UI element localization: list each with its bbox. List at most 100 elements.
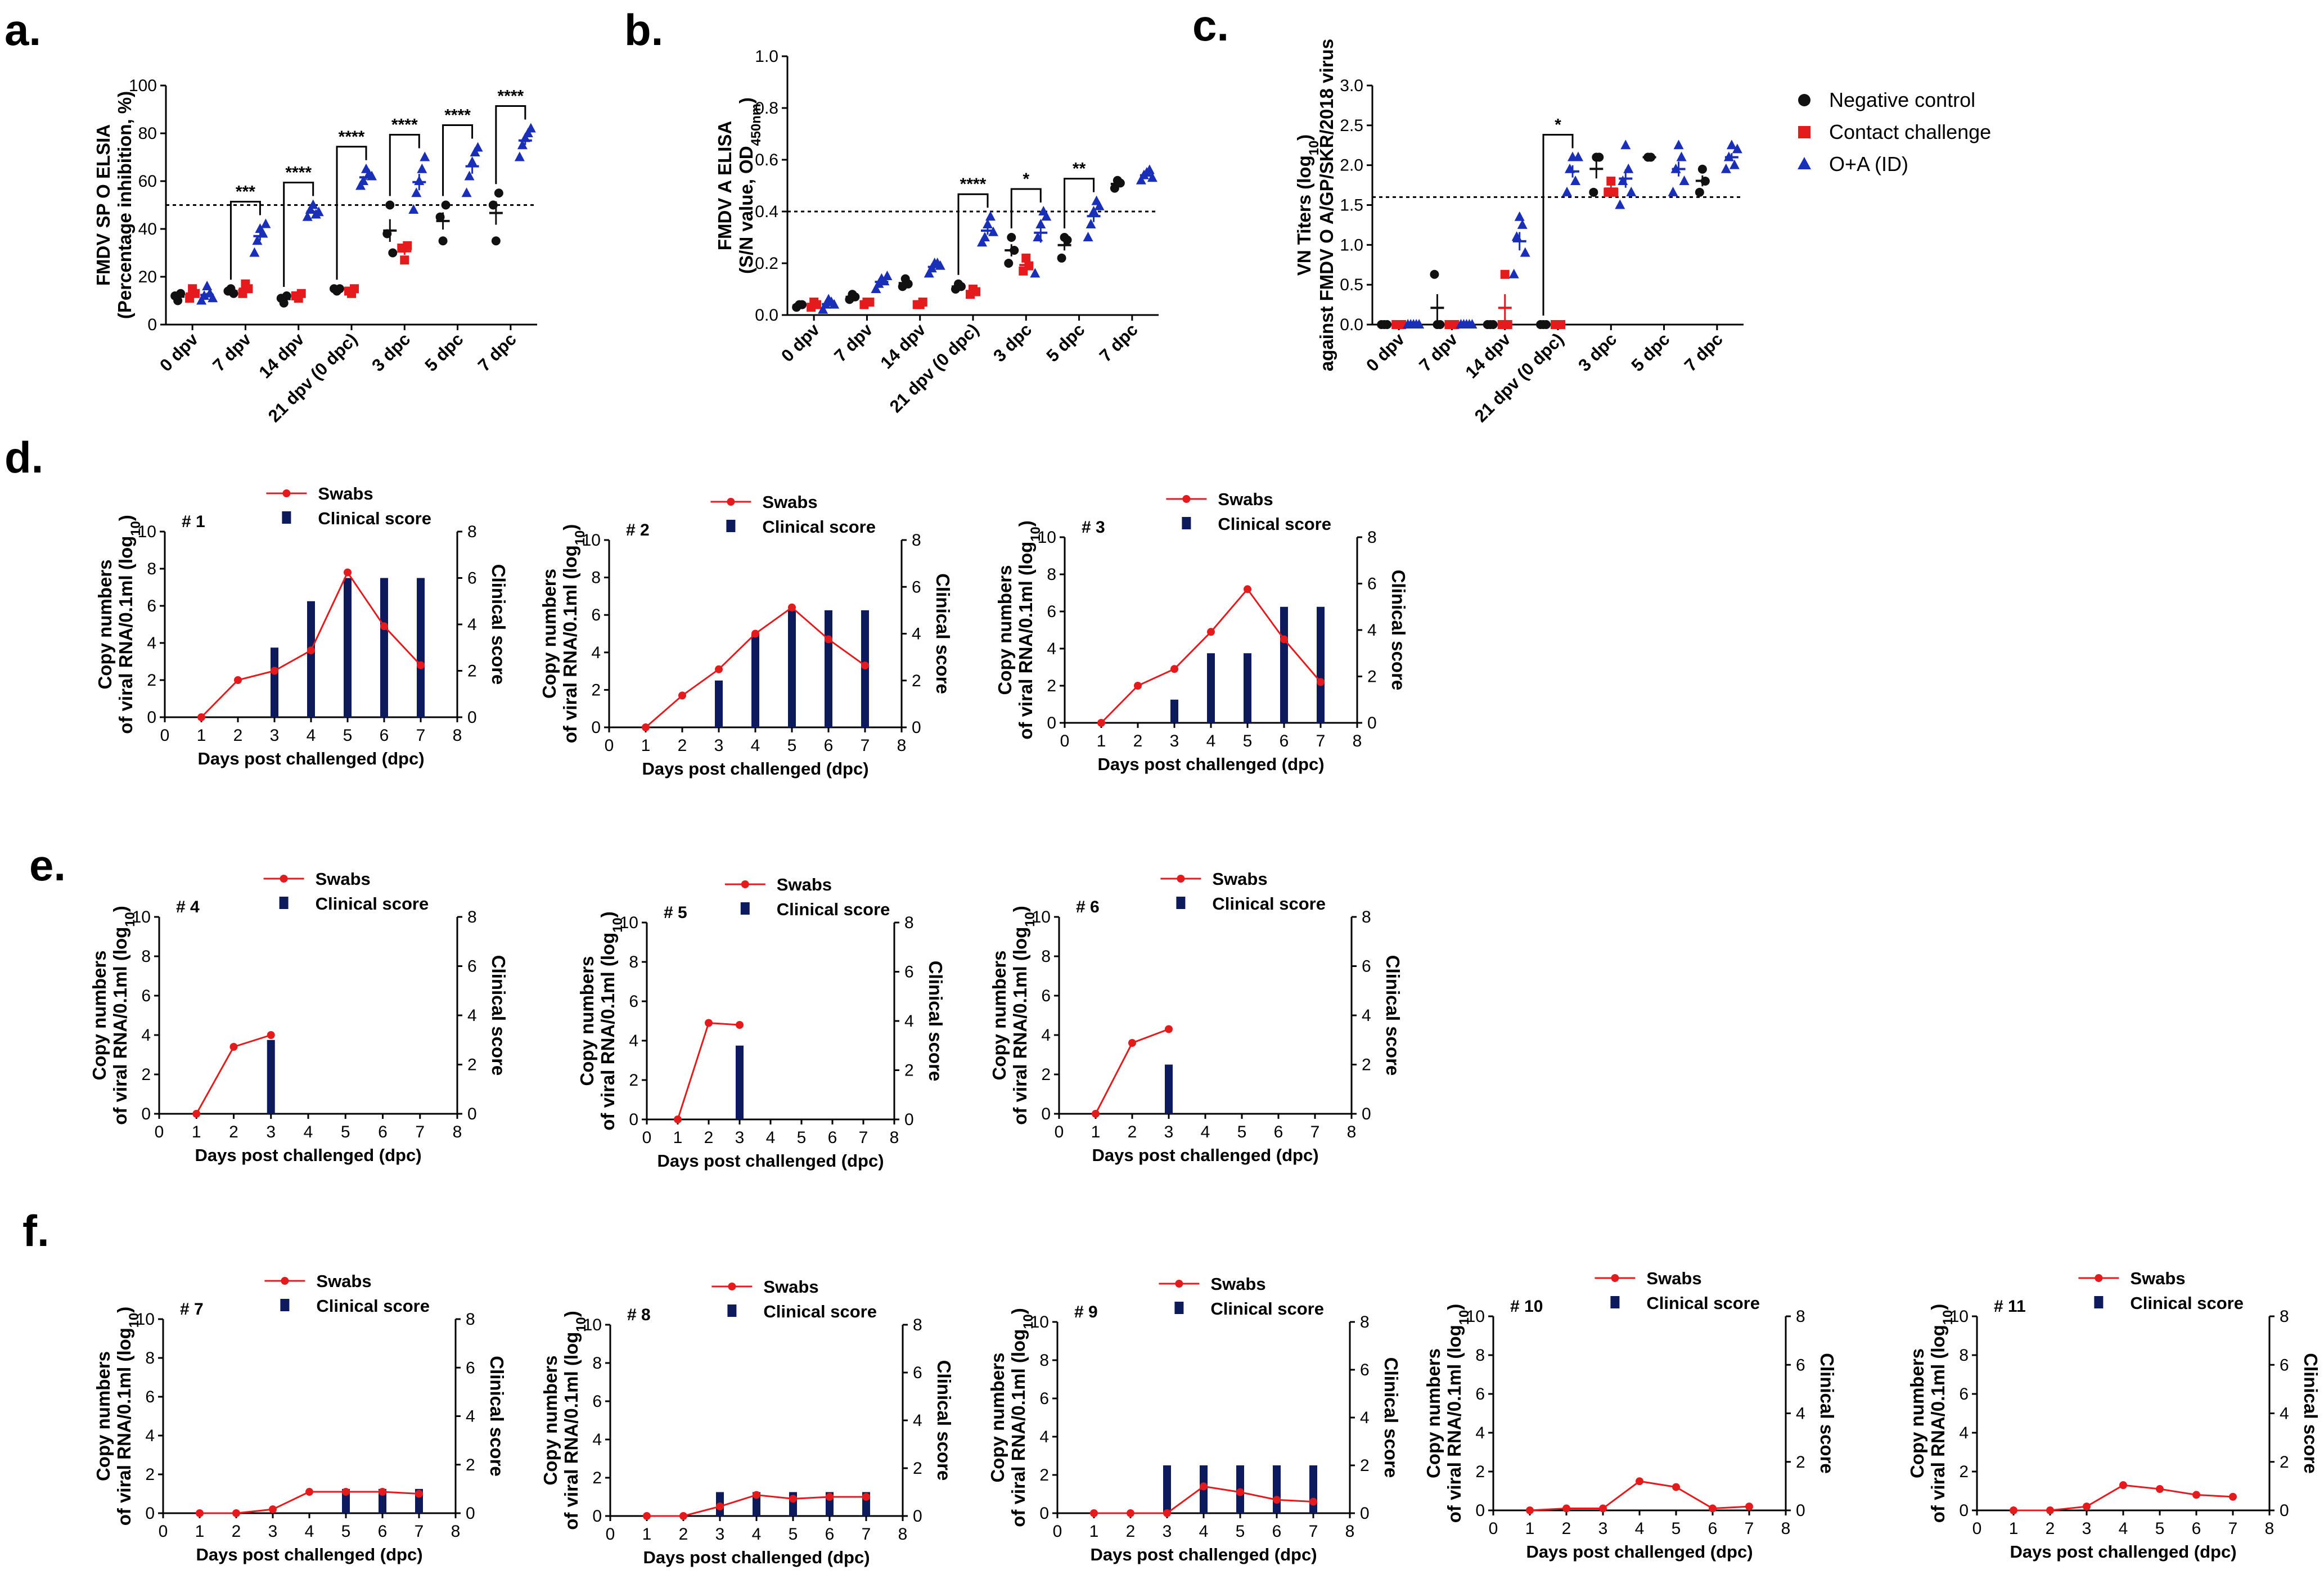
x-tick-label: 4: [307, 726, 316, 745]
y2-tick-label: 8: [1362, 908, 1371, 926]
swab-point: [1090, 1509, 1098, 1517]
legend-swab-marker: [1175, 1280, 1183, 1288]
x-tick-label: 8: [1353, 732, 1362, 750]
legend-clinical-marker: [1176, 897, 1186, 909]
x-tick-label: 5: [2155, 1519, 2165, 1538]
y2-tick-label: 0: [467, 1105, 477, 1123]
x-tick-label: 2: [1128, 1123, 1137, 1141]
point-vaccinated: [1732, 143, 1742, 154]
significance-bracket: [389, 134, 420, 196]
x-axis-title: Days post challenged (dpc): [1526, 1542, 1753, 1562]
y-tick-label: 4: [145, 1427, 155, 1445]
y2-tick-label: 8: [2280, 1307, 2289, 1326]
x-axis-title: Days post challenged (dpc): [195, 1145, 421, 1165]
y-tick-label: 2: [592, 1469, 602, 1487]
panel-letter-c: c.: [1192, 1, 1229, 50]
legend-swab-label: Swabs: [762, 492, 817, 512]
swab-point: [305, 1488, 313, 1496]
y-tick-label: 0: [1041, 1105, 1051, 1123]
swab-point: [2010, 1506, 2017, 1514]
point-vaccinated: [985, 211, 996, 221]
y2-tick-label: 8: [467, 523, 477, 541]
x-tick-label: 7: [415, 1522, 424, 1541]
point-vaccinated: [252, 235, 263, 245]
x-tick-label: 3: [735, 1128, 745, 1147]
point-vaccinated: [1508, 268, 1519, 278]
legend-swab-marker: [2095, 1274, 2103, 1282]
clinical-score-bar: [1309, 1465, 1317, 1513]
x-tick-label: 0: [1055, 1123, 1064, 1141]
x-tick-label: 0: [1489, 1519, 1498, 1538]
y2-tick-label: 8: [466, 1310, 475, 1329]
significance-bracket: [495, 105, 526, 185]
y-axis-title: Copy numbers: [539, 569, 560, 699]
x-tick-label: 4: [2119, 1519, 2128, 1538]
x-tick-label: 5: [1243, 732, 1253, 750]
y2-tick-label: 4: [467, 1006, 477, 1025]
x-tick-label: 1: [197, 726, 206, 745]
x-axis-title: Days post challenged (dpc): [657, 1151, 884, 1171]
y-tick-label: 0.0: [1340, 316, 1363, 334]
y-tick-label: 6: [591, 606, 601, 624]
y-tick-label: 8: [591, 569, 601, 587]
swab-point: [267, 1031, 275, 1039]
point-vaccinated: [1514, 211, 1525, 221]
y2-tick-label: 0: [1362, 1105, 1371, 1123]
x-tick-label: 8: [2265, 1519, 2275, 1538]
point-vaccinated: [302, 211, 313, 221]
legend-clinical-label: Clinical score: [2130, 1293, 2244, 1313]
y-tick-label: 0.5: [1340, 276, 1363, 294]
y-tick-label: 0: [1047, 714, 1056, 732]
legend-clinical-label: Clinical score: [762, 517, 876, 537]
x-tick-label: 6: [1272, 1522, 1282, 1541]
x-tick-label: 1: [2009, 1519, 2019, 1538]
swab-point: [2192, 1491, 2200, 1499]
legend-clinical-label: Clinical score: [1218, 514, 1331, 534]
y-tick-label: 8: [147, 560, 156, 578]
y2-axis-title: Clinical score: [1388, 570, 1409, 691]
swab-point: [788, 603, 796, 611]
animal-id-label: # 10: [1510, 1297, 1543, 1316]
y2-axis-title: Clinical score: [933, 573, 953, 694]
point-vaccinated: [408, 204, 419, 214]
point-vaccinated: [871, 284, 881, 293]
x-tick-label: 4: [304, 1123, 313, 1141]
legend-clinical-marker: [727, 1304, 737, 1317]
y2-tick-label: 0: [1367, 714, 1377, 732]
point-vaccinated: [464, 170, 475, 181]
clinical-score-bar: [1170, 699, 1178, 723]
y-axis-title: Copy numbers: [577, 956, 597, 1086]
x-tick-label: 0: [642, 1128, 652, 1147]
point-vaccinated: [1467, 319, 1478, 329]
x-tick-label: 6: [1708, 1519, 1718, 1538]
swab-point: [307, 646, 315, 655]
swab-point: [196, 1509, 204, 1517]
y-tick-label: 10: [620, 914, 638, 932]
clinical-score-bar: [417, 578, 425, 717]
y-tick-label: 6: [141, 987, 151, 1005]
x-tick-label: 5: [789, 1525, 798, 1544]
y-tick-label: 1.0: [1340, 236, 1363, 254]
y-tick-label: 6: [1041, 987, 1051, 1005]
y-tick-label: 4: [591, 644, 601, 662]
swab-point: [1672, 1483, 1680, 1491]
y-tick-label: 4: [1959, 1424, 1969, 1442]
point-vaccinated: [1520, 247, 1530, 257]
point-vaccinated: [983, 219, 993, 228]
x-tick-label: 8: [451, 1522, 461, 1541]
x-tick-label: 3: [1164, 1123, 1174, 1141]
y-tick-label: 2: [1959, 1463, 1969, 1481]
y2-tick-label: 2: [467, 662, 477, 681]
point-negative: [438, 236, 448, 246]
legend-clinical-label: Clinical score: [318, 509, 431, 528]
y-tick-label: 0.6: [755, 151, 778, 169]
point-contact: [1021, 253, 1031, 263]
swab-point: [1207, 628, 1215, 636]
y-tick-label: 4: [141, 1026, 151, 1045]
y-tick-label: 8: [1041, 947, 1051, 966]
x-tick-label: 3: [1170, 732, 1179, 750]
x-tick-label: 3: [714, 736, 724, 755]
x-tick-label: 8: [453, 726, 462, 745]
legend-swab-label: Swabs: [1212, 869, 1267, 889]
